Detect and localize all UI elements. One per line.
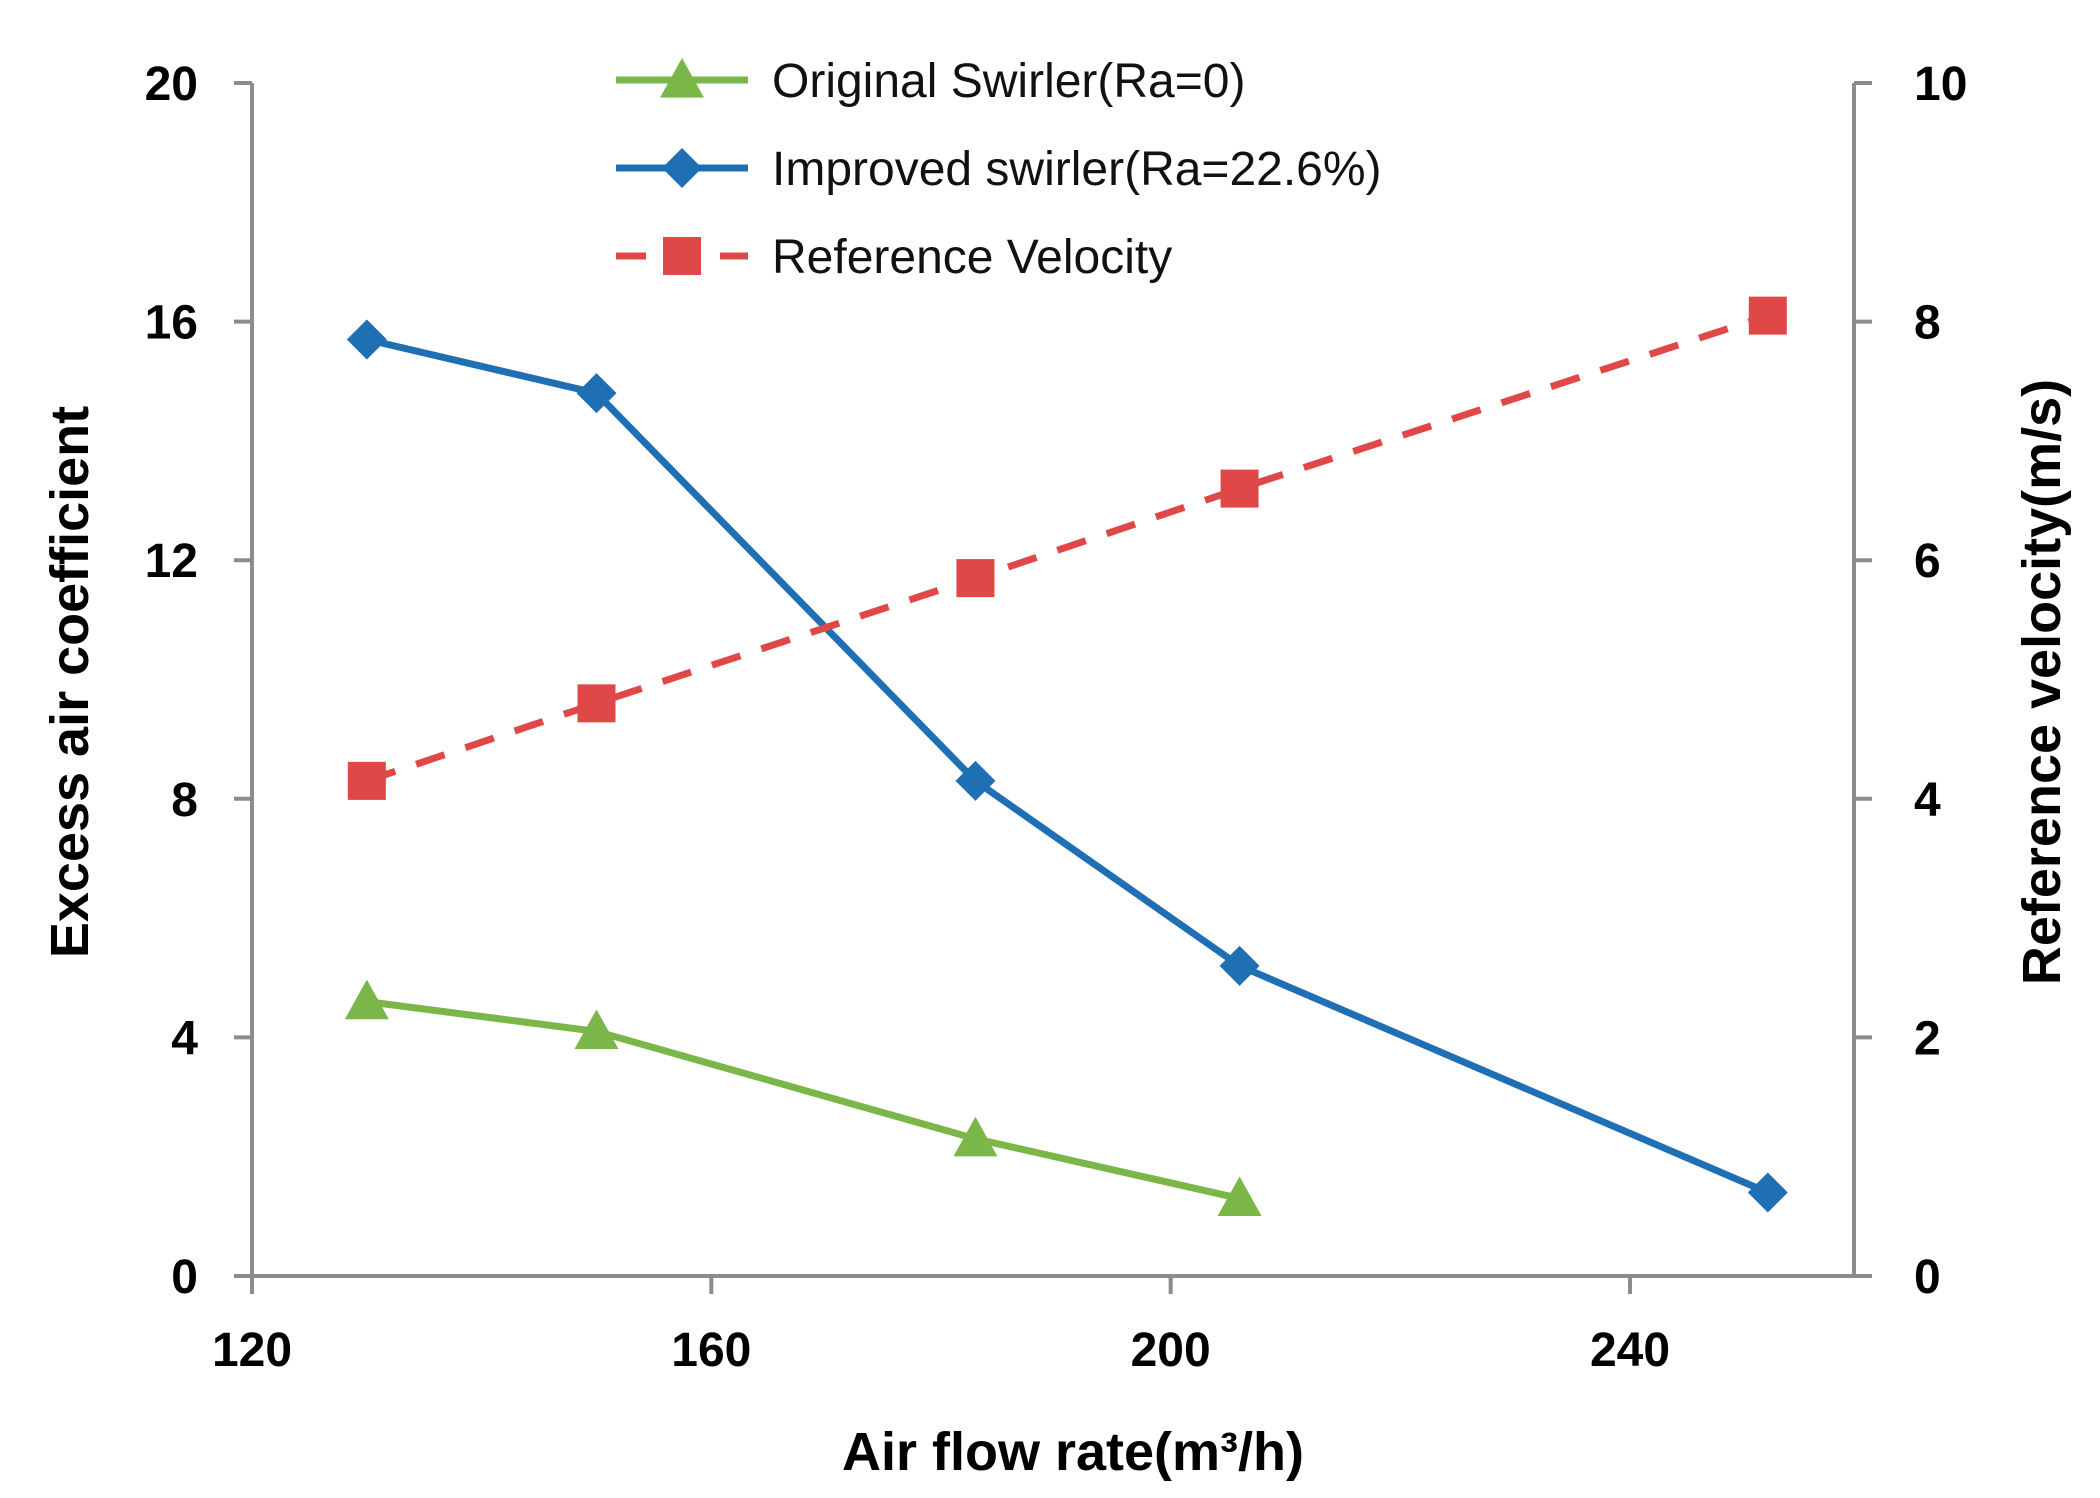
square-series-point xyxy=(1220,469,1259,508)
x-tick-label: 120 xyxy=(212,1324,292,1377)
diamond-series-point xyxy=(576,373,617,414)
triangle-series-point xyxy=(574,1009,619,1050)
diamond-series-line xyxy=(366,336,1770,1196)
square-series-point xyxy=(1748,296,1787,335)
series xyxy=(344,296,1788,1217)
legend-label: Original Swirler(Ra=0) xyxy=(772,55,1245,108)
y-left-tick-label: 8 xyxy=(171,774,198,827)
diamond-series-point xyxy=(1747,1172,1788,1213)
y-axis-right-title: Reference velocity(m/s) xyxy=(2012,379,2072,985)
axes xyxy=(250,83,1856,1278)
y-right-tick-label: 2 xyxy=(1914,1012,1941,1065)
y-left-tick-label: 16 xyxy=(145,297,198,350)
triangle-series-point xyxy=(1217,1176,1262,1217)
legend-label: Improved swirler(Ra=22.6%) xyxy=(772,143,1382,196)
y-right-tick-label: 6 xyxy=(1914,535,1941,588)
triangle-series-line xyxy=(366,998,1241,1202)
y-left-tick-label: 4 xyxy=(171,1012,198,1065)
diamond-series-point xyxy=(346,319,387,360)
y-right-tick-label: 8 xyxy=(1914,297,1941,350)
y-right-tick-label: 4 xyxy=(1914,774,1941,827)
y-left-tick-label: 12 xyxy=(145,535,198,588)
diamond-series-point xyxy=(955,760,996,801)
legend-swatch-marker xyxy=(662,148,702,188)
y-left-tick-label: 20 xyxy=(145,58,198,111)
x-tick-label: 240 xyxy=(1590,1324,1670,1377)
triangle-series-point xyxy=(953,1116,998,1157)
legend-swatch-marker xyxy=(660,58,704,98)
legend-swatch-marker xyxy=(663,237,701,275)
y-left-tick-label: 0 xyxy=(171,1251,198,1304)
y-right-tick-label: 0 xyxy=(1914,1251,1941,1304)
square-series-point xyxy=(347,761,386,800)
triangle-series-point xyxy=(344,979,389,1020)
y-right-tick-label: 10 xyxy=(1914,58,1967,111)
square-series-point xyxy=(956,559,995,598)
x-tick-label: 160 xyxy=(671,1324,751,1377)
legend: Original Swirler(Ra=0) Improved swirler(R… xyxy=(616,55,1382,284)
square-series-point xyxy=(577,684,616,723)
legend-label: Reference Velocity xyxy=(772,231,1172,284)
x-tick-label: 200 xyxy=(1131,1324,1211,1377)
diamond-series-point xyxy=(1219,945,1260,986)
x-axis-title: Air flow rate(m³/h) xyxy=(842,1422,1304,1482)
y-axis-left-title: Excess air coefficient xyxy=(40,406,100,958)
